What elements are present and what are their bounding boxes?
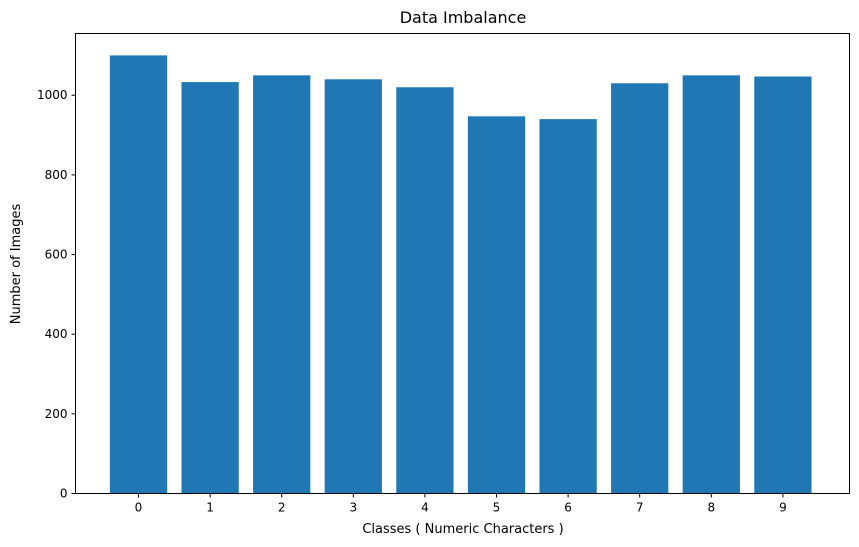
plot-frame [75,33,850,494]
y-tick-label: 200 [45,407,68,421]
x-axis-label: Classes ( Numeric Characters ) [362,522,563,537]
x-tick-label: 1 [206,501,214,515]
bar-2 [253,75,311,494]
x-tick-label: 9 [779,501,787,515]
x-tick-label: 6 [564,501,572,515]
x-tick-label: 8 [707,501,715,515]
x-tick-label: 2 [278,501,286,515]
y-axis-label: Number of Images [9,204,24,325]
x-tick-label: 3 [349,501,357,515]
y-tick-label: 800 [45,168,68,182]
y-tick-label: 400 [45,327,68,341]
y-tick-label: 0 [60,487,68,501]
x-tick-label: 7 [636,501,644,515]
x-tick-label: 0 [135,501,143,515]
bar-9 [754,76,812,494]
bar-7 [611,83,669,494]
y-tick-label: 600 [45,248,68,262]
bar-3 [324,79,382,494]
bar-8 [682,75,740,494]
bar-6 [539,119,597,494]
y-axis-ticks: 0 200 400 600 800 1000 [37,88,76,501]
x-axis-ticks: 0 1 2 3 4 5 6 7 8 9 [135,493,787,515]
chart-title: Data Imbalance [400,8,527,27]
y-tick-label: 1000 [37,88,68,102]
bars-group [109,55,812,494]
bar-5 [467,116,526,494]
x-tick-label: 4 [421,501,429,515]
bar-4 [396,87,454,494]
bar-1 [181,82,239,494]
x-tick-label: 5 [493,501,501,515]
bar-0 [109,55,168,494]
